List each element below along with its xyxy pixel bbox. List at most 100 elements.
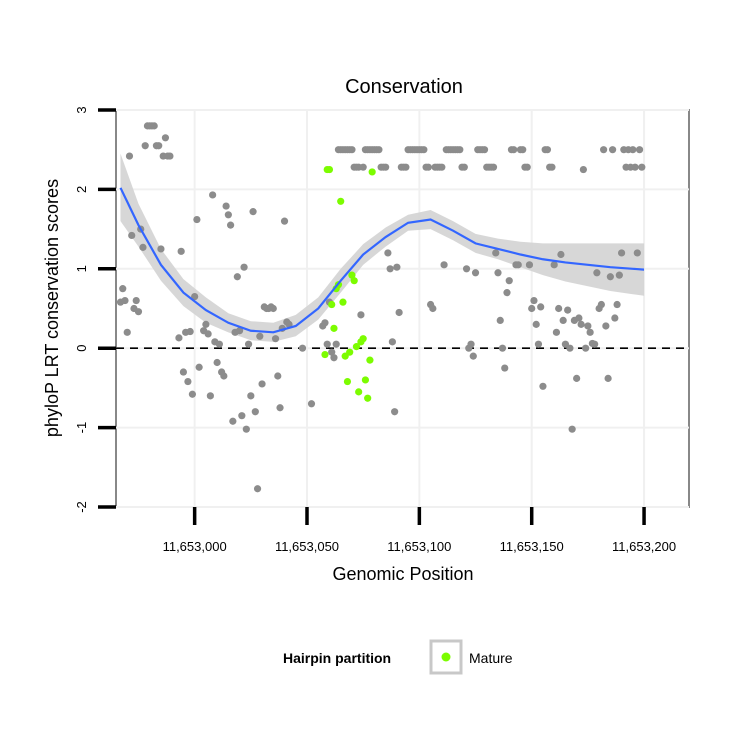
hairpin-point-185 [568, 425, 576, 433]
hairpin-point-18 [157, 245, 165, 253]
hairpin-point-65 [271, 335, 280, 343]
legend-key-box [429, 639, 463, 675]
hairpin-point-44 [224, 211, 232, 219]
y-tick-label-5: 3 [74, 106, 89, 113]
hairpin-point-165 [523, 163, 531, 171]
hairpin-point-142 [471, 269, 480, 277]
hairpin-point-111 [402, 163, 410, 171]
hairpin-point-153 [496, 316, 504, 325]
hairpin-point-195 [591, 340, 599, 348]
hairpin-point-42 [220, 372, 228, 380]
hairpin-point-24 [177, 247, 185, 255]
x-tick-label-1: 11,653,050 [275, 539, 339, 554]
hairpin-point-150 [489, 163, 498, 171]
hairpin-point-178 [552, 328, 561, 336]
hairpin-point-180 [557, 250, 565, 259]
x-tick-label-0: 11,653,000 [163, 539, 227, 554]
hairpin-point-8 [134, 308, 143, 316]
hairpin-point-7 [132, 296, 140, 305]
hairpin-point-193 [586, 328, 594, 336]
hairpin-point-56 [251, 408, 259, 416]
hairpin-point-199 [600, 146, 608, 154]
hairpin-point-202 [606, 273, 614, 281]
y-tick-label-0: -2 [74, 501, 89, 513]
hairpin-point-37 [209, 191, 217, 199]
hairpin-point-184 [566, 344, 574, 352]
hairpin-point-172 [539, 382, 547, 390]
hairpin-point-17 [155, 142, 163, 150]
hairpin-points [116, 122, 646, 493]
mature-point-4 [330, 324, 338, 332]
hairpin-point-2 [121, 296, 129, 305]
hairpin-point-192 [584, 322, 592, 330]
hairpin-point-127 [438, 163, 446, 171]
mature-point-18 [361, 376, 370, 384]
hairpin-point-198 [597, 300, 605, 309]
hairpin-point-71 [285, 320, 293, 328]
hairpin-point-201 [604, 374, 612, 382]
hairpin-point-72 [298, 344, 307, 352]
hairpin-point-169 [532, 320, 540, 328]
mature-point-2 [325, 165, 334, 174]
legend: Hairpin partition Mature [283, 639, 513, 675]
hairpin-point-183 [564, 306, 572, 314]
x-tick-label-3: 11,653,150 [500, 539, 564, 554]
x-axis: 11,653,000 11,653,050 11,653,100 11,653,150… [163, 507, 676, 554]
hairpin-point-43 [222, 202, 230, 210]
mature-point-13 [350, 277, 358, 285]
confidence-band-layer [120, 153, 645, 342]
hairpin-point-140 [467, 340, 475, 348]
hairpin-point-15 [150, 122, 158, 130]
hairpin-point-29 [188, 390, 196, 398]
hairpin-point-152 [494, 269, 502, 277]
hairpin-point-78 [328, 348, 336, 356]
hairpin-point-213 [631, 163, 639, 171]
hairpin-point-106 [391, 408, 399, 416]
hairpin-point-10 [139, 243, 147, 251]
hairpin-point-57 [253, 485, 262, 493]
hairpin-point-206 [615, 271, 623, 279]
mature-point-19 [364, 394, 372, 402]
hairpin-point-1 [119, 285, 127, 293]
hairpin-point-159 [510, 146, 518, 154]
hairpin-point-212 [629, 146, 637, 154]
hairpin-point-69 [280, 217, 289, 225]
hairpin-point-119 [420, 146, 428, 154]
hairpin-point-156 [503, 289, 511, 297]
gridlines [116, 109, 689, 508]
hairpin-point-155 [501, 364, 509, 372]
hairpin-point-166 [525, 261, 534, 269]
hairpin-point-141 [469, 352, 477, 360]
mature-point-12 [348, 271, 356, 279]
hairpin-point-99 [375, 146, 383, 154]
y-tick-label-1: -1 [74, 422, 89, 434]
hairpin-point-28 [186, 327, 194, 336]
hairpin-point-187 [573, 374, 581, 382]
hairpin-point-92 [359, 163, 367, 171]
hairpin-point-107 [393, 263, 401, 271]
hairpin-point-189 [577, 320, 585, 328]
hairpin-point-58 [256, 332, 264, 340]
confidence-band [120, 153, 645, 342]
hairpin-point-80 [332, 340, 340, 348]
hairpin-point-79 [330, 354, 338, 362]
hairpin-point-196 [593, 269, 601, 277]
hairpin-point-168 [530, 296, 538, 305]
hairpin-point-48 [233, 273, 241, 281]
hairpin-point-35 [204, 330, 212, 338]
hairpin-point-36 [206, 392, 214, 400]
mature-point-21 [368, 168, 376, 176]
x-tick-label-4: 11,653,200 [612, 539, 676, 554]
hairpin-point-4 [125, 152, 134, 160]
chart-title: Conservation [345, 76, 463, 98]
hairpin-point-105 [388, 338, 396, 346]
mature-point-11 [346, 348, 354, 356]
mature-point-0 [321, 350, 329, 359]
hairpin-point-103 [384, 249, 392, 257]
hairpin-point-135 [456, 146, 464, 154]
hairpin-point-45 [227, 221, 235, 229]
hairpin-point-204 [611, 314, 619, 322]
legend-mature-dot [441, 652, 451, 662]
hairpin-point-51 [240, 263, 248, 271]
